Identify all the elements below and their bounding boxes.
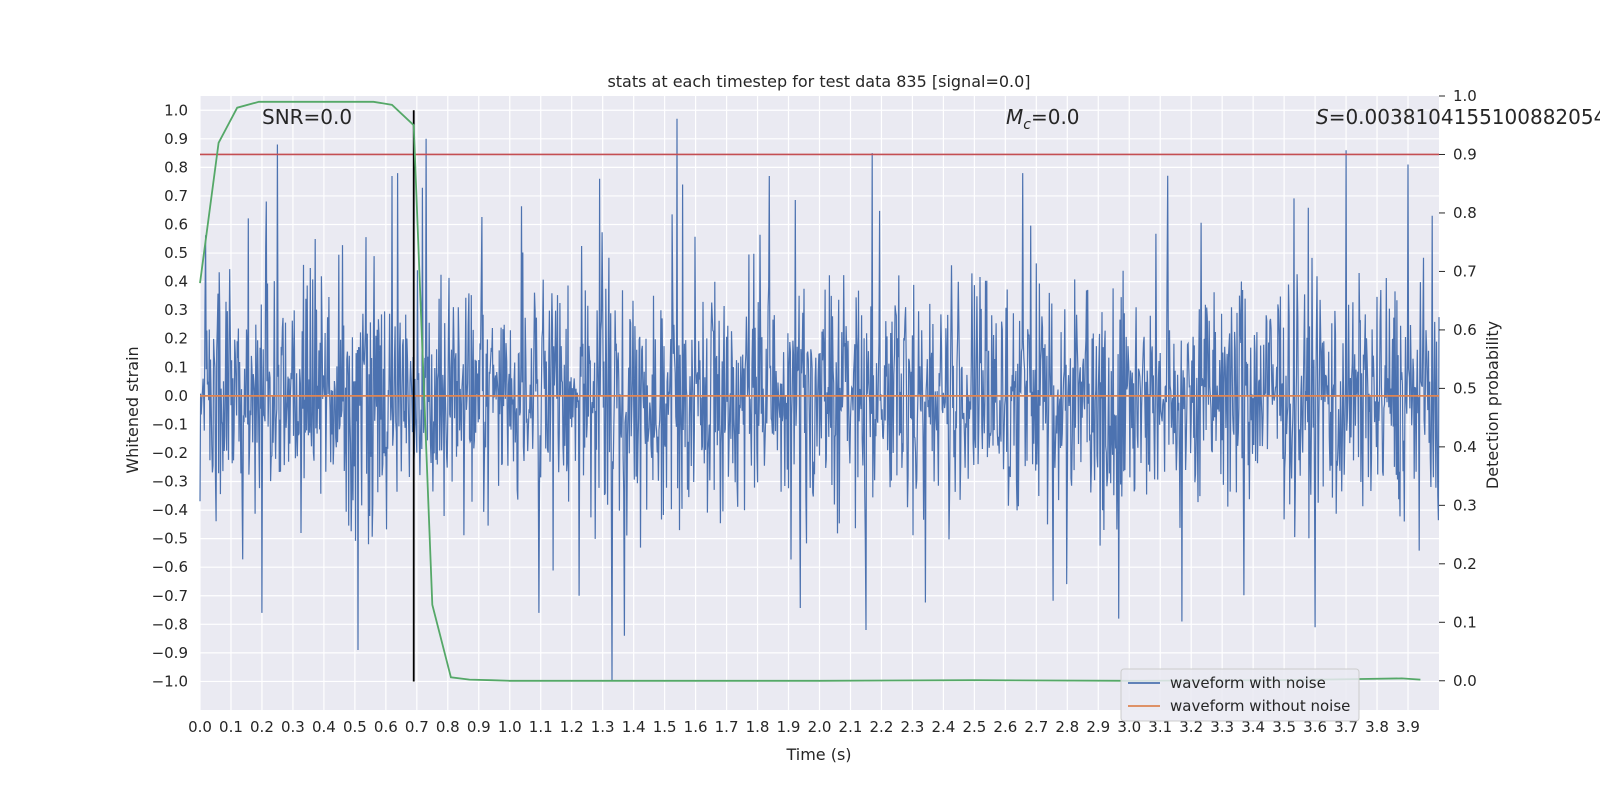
legend: waveform with noise waveform without noi… — [1120, 668, 1360, 722]
y-tick-label: −0.7 — [152, 587, 188, 605]
x-tick-label: 3.9 — [1396, 718, 1420, 736]
y2-tick-label: 0.9 — [1453, 145, 1477, 163]
x-tick-label: 0.5 — [343, 718, 367, 736]
x-tick-label: 0.0 — [188, 718, 212, 736]
x-tick-label: 1.3 — [591, 718, 615, 736]
x-tick-label: 3.4 — [1241, 718, 1265, 736]
x-tick-label: 3.2 — [1179, 718, 1203, 736]
chart-title: stats at each timestep for test data 835… — [607, 72, 1030, 91]
y2-tick-label: 0.1 — [1453, 613, 1477, 631]
s-annotation: S=0.0038104155100882054 — [1316, 105, 1600, 129]
y2-axis-label: Detection probability — [1483, 321, 1502, 489]
y2-tick-label: 1.0 — [1453, 87, 1477, 105]
x-tick-label: 2.2 — [870, 718, 894, 736]
y2-tick-label: 0.6 — [1453, 321, 1477, 339]
legend-label-clean: waveform without noise — [1170, 697, 1350, 715]
chirp-mass-subscript: c — [1023, 117, 1031, 133]
chirp-mass-value: =0.0 — [1031, 105, 1080, 129]
reference-lines — [200, 110, 1439, 682]
x-tick-label: 3.1 — [1148, 718, 1172, 736]
y-tick-label: 0.6 — [164, 216, 188, 234]
chirp-mass-symbol: M — [1006, 105, 1023, 129]
x-tick-label: 0.6 — [374, 718, 398, 736]
x-tick-label: 1.9 — [777, 718, 801, 736]
y-tick-label: 0.8 — [164, 158, 188, 176]
y-tick-label: −0.3 — [152, 473, 188, 491]
y-tick-label: −0.2 — [152, 444, 188, 462]
x-tick-label: 0.4 — [312, 718, 336, 736]
y-tick-label: 0.3 — [164, 301, 188, 319]
x-tick-label: 2.0 — [808, 718, 832, 736]
y-tick-label: 0.5 — [164, 244, 188, 262]
y-tick-label: 0.4 — [164, 273, 188, 291]
x-tick-label: 3.7 — [1334, 718, 1358, 736]
x-tick-label: 3.3 — [1210, 718, 1234, 736]
y2-tick-label: 0.5 — [1453, 379, 1477, 397]
legend-box — [1120, 668, 1360, 722]
x-tick-label: 3.8 — [1365, 718, 1389, 736]
y-tick-label: 0.0 — [164, 387, 188, 405]
x-tick-label: 1.5 — [653, 718, 677, 736]
y-tick-label: 1.0 — [164, 101, 188, 119]
x-tick-label: 3.6 — [1303, 718, 1327, 736]
x-tick-label: 2.8 — [1055, 718, 1079, 736]
legend-label-noisy: waveform with noise — [1170, 674, 1326, 692]
y-tick-label: −1.0 — [152, 672, 188, 690]
y2-tick-label: 0.2 — [1453, 555, 1477, 573]
s-value: =0.0038104155100882054 — [1329, 105, 1600, 129]
y2-tick-label: 0.7 — [1453, 262, 1477, 280]
y-axis-label: Whitened strain — [123, 346, 142, 473]
x-ticks: 0.0 0.1 0.2 0.3 0.4 0.5 0.6 0.7 0.8 0.9 1.0 1.1 1.2 1… — [188, 718, 1420, 736]
x-tick-label: 0.7 — [405, 718, 429, 736]
x-tick-label: 3.0 — [1117, 718, 1141, 736]
y-tick-label: −0.1 — [152, 415, 188, 433]
y-tick-label: −0.8 — [152, 615, 188, 633]
x-axis-label: Time (s) — [785, 745, 851, 764]
x-tick-label: 0.9 — [467, 718, 491, 736]
chirp-mass-annotation: Mc=0.0 — [1006, 105, 1080, 133]
x-tick-label: 1.1 — [529, 718, 553, 736]
x-tick-label: 1.4 — [622, 718, 646, 736]
y2-tick-label: 0.0 — [1453, 672, 1477, 690]
x-tick-label: 2.5 — [962, 718, 986, 736]
x-tick-label: 1.2 — [560, 718, 584, 736]
x-tick-label: 0.1 — [219, 718, 243, 736]
x-tick-label: 3.5 — [1272, 718, 1296, 736]
x-tick-label: 2.6 — [993, 718, 1017, 736]
y-tick-label: 0.9 — [164, 130, 188, 148]
y-ticks: 1.0 0.9 0.8 0.7 0.6 0.5 0.4 0.3 0.2 0.1 0.0 −0.1 −0.… — [152, 101, 188, 690]
x-tick-label: 0.8 — [436, 718, 460, 736]
x-tick-label: 2.4 — [931, 718, 955, 736]
x-tick-label: 0.3 — [281, 718, 305, 736]
x-tick-label: 2.1 — [839, 718, 863, 736]
y-tick-label: 0.2 — [164, 330, 188, 348]
x-tick-label: 0.2 — [250, 718, 274, 736]
y-tick-label: −0.6 — [152, 558, 188, 576]
y2-tick-label: 0.3 — [1453, 496, 1477, 514]
y-tick-label: 0.1 — [164, 358, 188, 376]
x-tick-label: 2.7 — [1024, 718, 1048, 736]
y2-tick-label: 0.8 — [1453, 204, 1477, 222]
y2-ticks: 1.0 0.9 0.8 0.7 0.6 0.5 0.4 0.3 0.2 0.1 0.0 — [1439, 87, 1477, 690]
y-tick-label: 0.7 — [164, 187, 188, 205]
x-tick-label: 2.3 — [900, 718, 924, 736]
x-tick-label: 1.7 — [715, 718, 739, 736]
y2-tick-label: 0.4 — [1453, 438, 1477, 456]
x-tick-label: 2.9 — [1086, 718, 1110, 736]
y-tick-label: −0.5 — [152, 530, 188, 548]
x-tick-label: 1.6 — [684, 718, 708, 736]
y-tick-label: −0.9 — [152, 644, 188, 662]
x-tick-label: 1.8 — [746, 718, 770, 736]
snr-annotation: SNR=0.0 — [262, 105, 352, 129]
x-tick-label: 1.0 — [498, 718, 522, 736]
y-tick-label: −0.4 — [152, 501, 188, 519]
s-symbol: S — [1316, 105, 1329, 129]
